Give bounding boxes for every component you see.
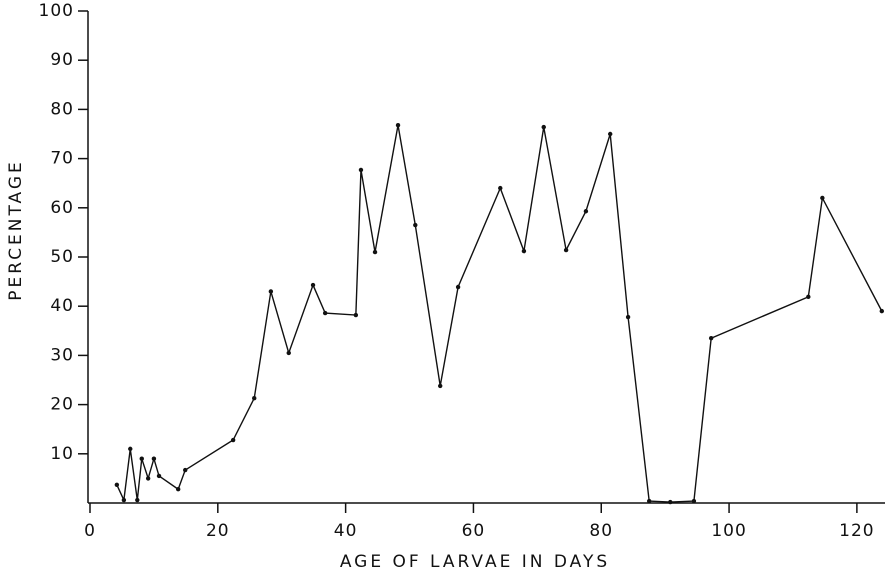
data-point	[358, 167, 364, 173]
data-point	[455, 284, 461, 290]
data-point	[151, 456, 157, 461]
data-point	[322, 310, 328, 316]
y-tick-label: 30	[50, 345, 74, 365]
data-point	[498, 185, 503, 191]
data-point	[879, 308, 885, 314]
x-tick-label: 20	[206, 521, 230, 541]
x-tick-label: 100	[711, 521, 746, 541]
y-axis-label: PERCENTAGE	[6, 159, 26, 301]
x-axis-label: AGE OF LARVAE IN DAYS	[340, 552, 610, 572]
data-point	[310, 282, 316, 288]
y-tick-label: 10	[50, 444, 74, 464]
data-point	[413, 222, 418, 228]
x-tick-label: 80	[589, 521, 613, 541]
data-point	[372, 249, 378, 255]
data-point	[395, 122, 401, 128]
data-point	[114, 482, 120, 487]
y-tick-label: 100	[39, 1, 74, 21]
data-point	[145, 476, 151, 481]
data-point	[139, 456, 144, 461]
y-tick-label: 20	[50, 395, 74, 415]
data-point	[128, 446, 133, 452]
data-point	[646, 498, 652, 504]
data-point	[135, 497, 140, 503]
y-tick-label: 60	[50, 198, 74, 218]
data-point	[691, 498, 697, 504]
data-point	[183, 467, 188, 473]
data-point	[806, 294, 811, 300]
y-tick-label: 50	[50, 247, 74, 267]
y-tick-label: 90	[50, 50, 74, 70]
data-point	[708, 335, 714, 341]
x-tick-label: 40	[334, 521, 358, 541]
y-tick-label: 80	[50, 99, 74, 119]
x-tick-label: 0	[84, 521, 96, 541]
data-point	[521, 248, 527, 254]
y-tick-label: 40	[50, 296, 74, 316]
data-point	[286, 350, 291, 356]
data-point	[541, 124, 546, 130]
data-point	[268, 289, 274, 294]
data-point	[252, 396, 257, 401]
data-point	[156, 473, 162, 479]
data-point	[121, 497, 127, 503]
data-point	[820, 195, 825, 201]
y-tick-label: 70	[50, 149, 74, 169]
data-point	[230, 437, 236, 443]
x-tick-label: 60	[462, 521, 486, 541]
data-point	[353, 312, 359, 318]
data-point	[563, 247, 569, 253]
data-point	[583, 209, 589, 214]
data-point	[625, 314, 631, 320]
data-point	[608, 131, 613, 137]
data-point	[438, 383, 443, 389]
data-line	[116, 125, 883, 503]
x-tick-label: 120	[839, 521, 874, 541]
data-point	[175, 487, 181, 492]
data-point	[668, 499, 673, 505]
